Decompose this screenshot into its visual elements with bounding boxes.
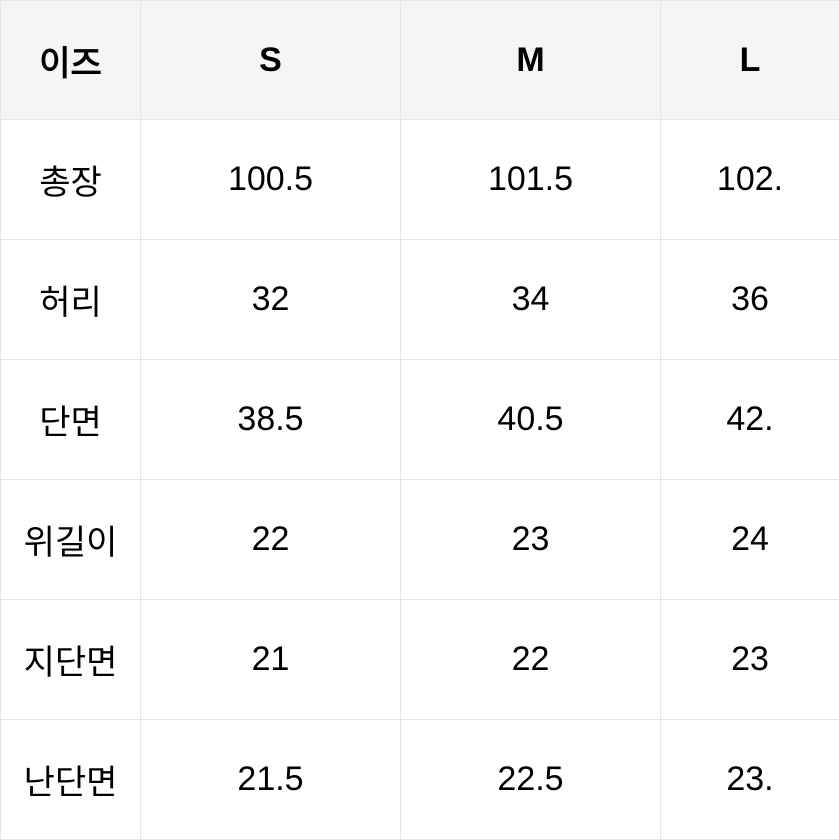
- cell: 40.5: [401, 360, 661, 480]
- cell: 23: [661, 600, 839, 720]
- cell: 21: [141, 600, 401, 720]
- cell: 23.: [661, 720, 839, 840]
- cell: 22: [401, 600, 661, 720]
- row-label: 지단면: [1, 600, 141, 720]
- table-header-row: 이즈 S M L: [1, 1, 839, 120]
- row-label: 허리: [1, 240, 141, 360]
- row-label: 난단면: [1, 720, 141, 840]
- cell: 36: [661, 240, 839, 360]
- table-row: 허리 32 34 36: [1, 240, 839, 360]
- cell: 24: [661, 480, 839, 600]
- size-table-wrapper: 이즈 S M L 총장 100.5 101.5 102. 허리 32 34 36…: [0, 0, 839, 839]
- table-body: 총장 100.5 101.5 102. 허리 32 34 36 단면 38.5 …: [1, 120, 839, 840]
- cell: 22.5: [401, 720, 661, 840]
- cell: 42.: [661, 360, 839, 480]
- table-row: 지단면 21 22 23: [1, 600, 839, 720]
- col-header-s: S: [141, 1, 401, 120]
- row-label: 위길이: [1, 480, 141, 600]
- size-table: 이즈 S M L 총장 100.5 101.5 102. 허리 32 34 36…: [0, 0, 839, 840]
- table-head: 이즈 S M L: [1, 1, 839, 120]
- cell: 102.: [661, 120, 839, 240]
- cell: 23: [401, 480, 661, 600]
- row-label: 총장: [1, 120, 141, 240]
- col-header-size: 이즈: [1, 1, 141, 120]
- table-row: 단면 38.5 40.5 42.: [1, 360, 839, 480]
- row-label: 단면: [1, 360, 141, 480]
- table-row: 난단면 21.5 22.5 23.: [1, 720, 839, 840]
- col-header-m: M: [401, 1, 661, 120]
- table-row: 위길이 22 23 24: [1, 480, 839, 600]
- cell: 22: [141, 480, 401, 600]
- cell: 101.5: [401, 120, 661, 240]
- col-header-l: L: [661, 1, 839, 120]
- cell: 32: [141, 240, 401, 360]
- table-row: 총장 100.5 101.5 102.: [1, 120, 839, 240]
- cell: 38.5: [141, 360, 401, 480]
- cell: 21.5: [141, 720, 401, 840]
- cell: 34: [401, 240, 661, 360]
- cell: 100.5: [141, 120, 401, 240]
